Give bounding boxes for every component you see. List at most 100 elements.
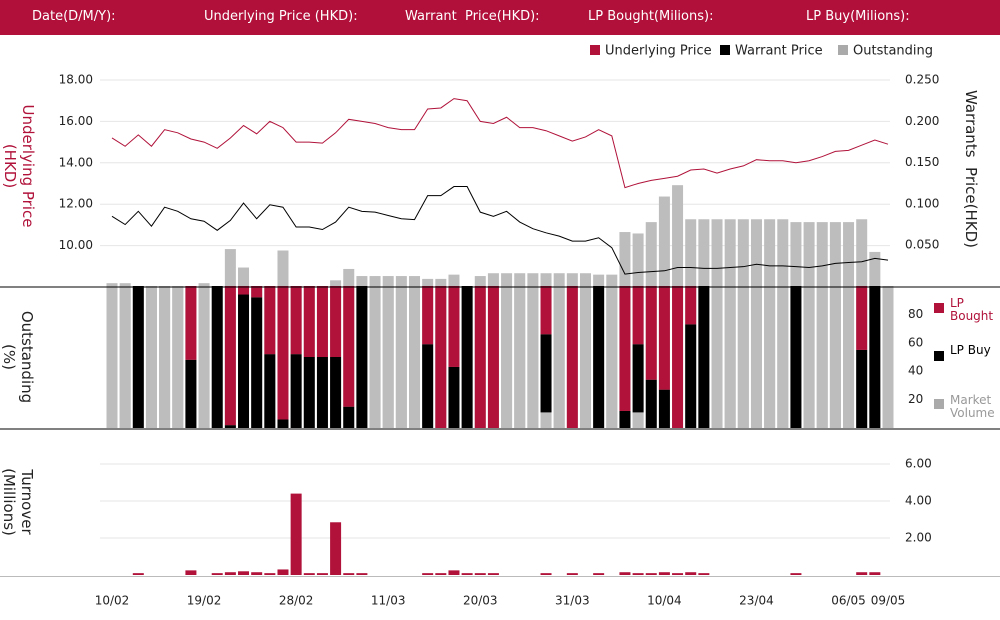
x-tick-label: 11/03 <box>371 594 406 608</box>
bar <box>593 286 605 428</box>
legend-label: LP Bought <box>950 296 994 323</box>
bar <box>632 286 644 345</box>
bar <box>672 286 684 428</box>
bar <box>501 286 513 428</box>
tick-label: 18.00 <box>59 73 93 87</box>
bar <box>448 366 460 428</box>
x-tick-label: 20/03 <box>463 594 498 608</box>
bar <box>198 286 210 428</box>
bar <box>224 286 236 426</box>
bar <box>829 286 841 428</box>
tick-label: 60 <box>908 335 923 349</box>
bar <box>290 493 302 575</box>
bar <box>790 573 802 575</box>
bar <box>119 286 131 428</box>
tick-label: 2.00 <box>905 531 932 545</box>
bar <box>632 344 644 413</box>
tick-label: 4.00 <box>905 494 932 508</box>
bar <box>277 419 289 428</box>
x-tick-label: 31/03 <box>555 594 590 608</box>
x-tick-label: 28/02 <box>279 594 314 608</box>
tick-label: 0.100 <box>905 196 939 210</box>
bar <box>251 286 263 298</box>
bar <box>856 572 868 575</box>
bar <box>685 324 697 428</box>
x-tick-label: 06/05 <box>831 594 866 608</box>
bar <box>698 286 710 428</box>
header-field: Date(D/M/Y): <box>32 9 116 24</box>
tick-label: 0.150 <box>905 155 939 169</box>
bar <box>369 286 381 428</box>
bar <box>343 286 355 407</box>
bar <box>487 286 499 428</box>
legend-swatch <box>838 45 848 55</box>
bar <box>803 286 815 428</box>
legend-swatch <box>934 303 944 313</box>
bar <box>869 286 881 428</box>
legend-swatch <box>934 351 944 361</box>
tick-label: 80 <box>908 307 923 321</box>
bar <box>474 573 486 575</box>
bar <box>764 286 776 428</box>
legend-label: Outstanding <box>853 44 933 59</box>
bar <box>843 286 855 428</box>
bar <box>645 379 657 428</box>
tick-label: 14.00 <box>59 155 93 169</box>
bar <box>422 286 434 345</box>
bar <box>251 297 263 428</box>
bar <box>303 286 315 357</box>
y-axis-label: Outstanding (%) <box>0 310 36 404</box>
bar <box>422 573 434 575</box>
bar <box>606 286 618 428</box>
bar <box>777 286 789 428</box>
y2-axis-label: Warrants Price(HKD) <box>962 89 980 249</box>
bar <box>869 572 881 575</box>
header-field: LP Buy(Milions): <box>806 9 910 24</box>
bar <box>251 572 263 575</box>
tick-label: 16.00 <box>59 114 93 128</box>
bar <box>185 286 197 360</box>
bar <box>658 286 670 390</box>
bar <box>303 357 315 428</box>
bar <box>238 294 250 428</box>
bar <box>487 573 499 575</box>
bar <box>856 286 868 350</box>
bar <box>316 286 328 357</box>
bar <box>435 286 447 428</box>
x-tick-label: 23/04 <box>739 594 774 608</box>
bar <box>579 286 591 428</box>
bar <box>185 359 197 428</box>
bar <box>593 573 605 575</box>
bar <box>238 571 250 575</box>
bar <box>698 573 710 575</box>
legend-swatch <box>590 45 600 55</box>
bar <box>290 286 302 355</box>
bar <box>474 286 486 428</box>
bar <box>395 286 407 428</box>
bar <box>224 425 236 428</box>
bar <box>172 286 184 428</box>
header-field: Underlying Price (HKD): <box>204 9 358 24</box>
bar <box>540 573 552 575</box>
y-axis-label: Underlying Price (HKD) <box>1 104 37 228</box>
legend-label: Market Volume <box>950 393 995 420</box>
bar <box>737 286 749 428</box>
tick-label: 40 <box>908 364 923 378</box>
legend-label: Underlying Price <box>605 44 712 59</box>
bar <box>106 286 118 428</box>
bar <box>422 344 434 428</box>
bar <box>382 286 394 428</box>
header-bar: Date(D/M/Y): Underlying Price (HKD): War… <box>0 0 1000 35</box>
bar <box>645 573 657 575</box>
bar <box>856 349 868 428</box>
x-tick-label: 09/05 <box>871 594 906 608</box>
bar <box>343 406 355 428</box>
y-axis-label: Turnover (Millions) <box>0 468 36 536</box>
bar <box>619 286 631 411</box>
bar <box>540 412 552 428</box>
bar <box>316 573 328 575</box>
bar <box>632 573 644 575</box>
header-field: LP Bought(Milions): <box>588 9 714 24</box>
bar <box>645 286 657 380</box>
